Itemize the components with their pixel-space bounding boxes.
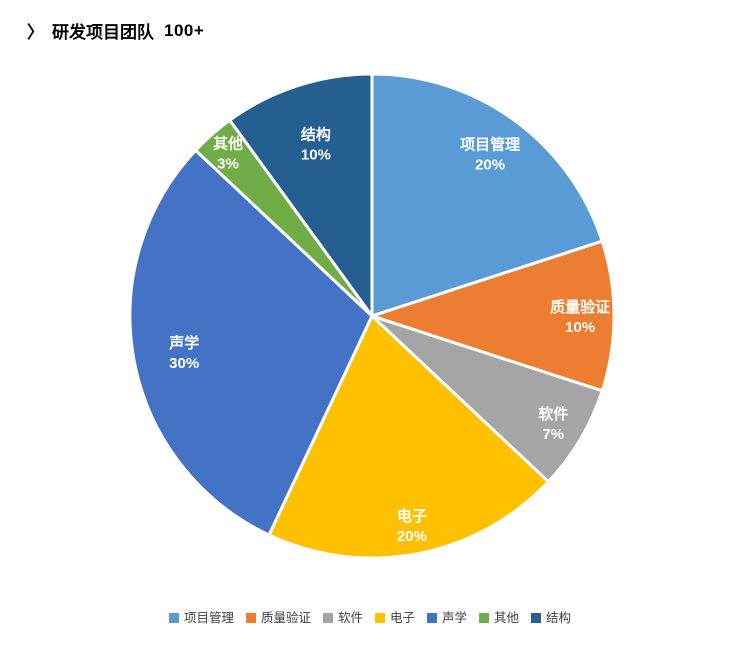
legend-item-7: 结构	[531, 612, 571, 625]
legend-label: 声学	[442, 611, 468, 625]
chart-legend: 项目管理 质量验证 软件 电子 声学 其他 结构	[0, 612, 740, 625]
pie-slice-label-4: 电子 20%	[397, 507, 427, 545]
team-count: 100+	[164, 20, 205, 40]
legend-label: 项目管理	[183, 611, 234, 625]
legend-label: 电子	[389, 611, 415, 625]
legend-swatch-icon	[427, 613, 437, 624]
pie-slice-label-3: 软件 7%	[538, 405, 568, 443]
legend-item-2: 质量验证	[245, 611, 311, 625]
legend-label: 质量验证	[260, 611, 311, 625]
legend-item-6: 其他	[479, 612, 519, 625]
pie-slice-1	[370, 72, 604, 318]
legend-item-1: 项目管理	[168, 611, 234, 625]
pie-slice-label-1: 项目管理 20%	[460, 136, 520, 174]
legend-swatch-icon	[479, 613, 490, 624]
pie-slice-label-7: 结构 10%	[301, 125, 331, 163]
pie-slice-5	[128, 148, 374, 537]
legend-item-5: 声学	[427, 612, 467, 625]
pie-slice-label-2: 质量验证 10%	[550, 298, 610, 336]
pie-slice-4	[267, 314, 550, 560]
page-title: 〉 研发项目团队 100+	[27, 18, 204, 43]
legend-swatch-icon	[168, 613, 179, 624]
pie-slice-3	[370, 314, 604, 484]
pie-slice-label-6: 其他 3%	[213, 135, 243, 173]
pie-slice-label-5: 声学 30%	[168, 334, 199, 372]
legend-label: 结构	[546, 611, 572, 625]
legend-swatch-icon	[322, 613, 333, 624]
legend-item-3: 软件	[322, 611, 363, 625]
legend-item-4: 电子	[374, 611, 415, 625]
pie-slice-2	[370, 239, 616, 393]
chevron-right-icon: 〉	[27, 23, 44, 42]
legend-swatch-icon	[245, 613, 256, 624]
pie-slice-7	[228, 72, 374, 318]
legend-label: 其他	[494, 611, 520, 625]
legend-swatch-icon	[374, 613, 385, 624]
legend-label: 软件	[337, 611, 363, 625]
legend-swatch-icon	[531, 613, 542, 624]
page-title-text: 研发项目团队	[52, 23, 154, 42]
